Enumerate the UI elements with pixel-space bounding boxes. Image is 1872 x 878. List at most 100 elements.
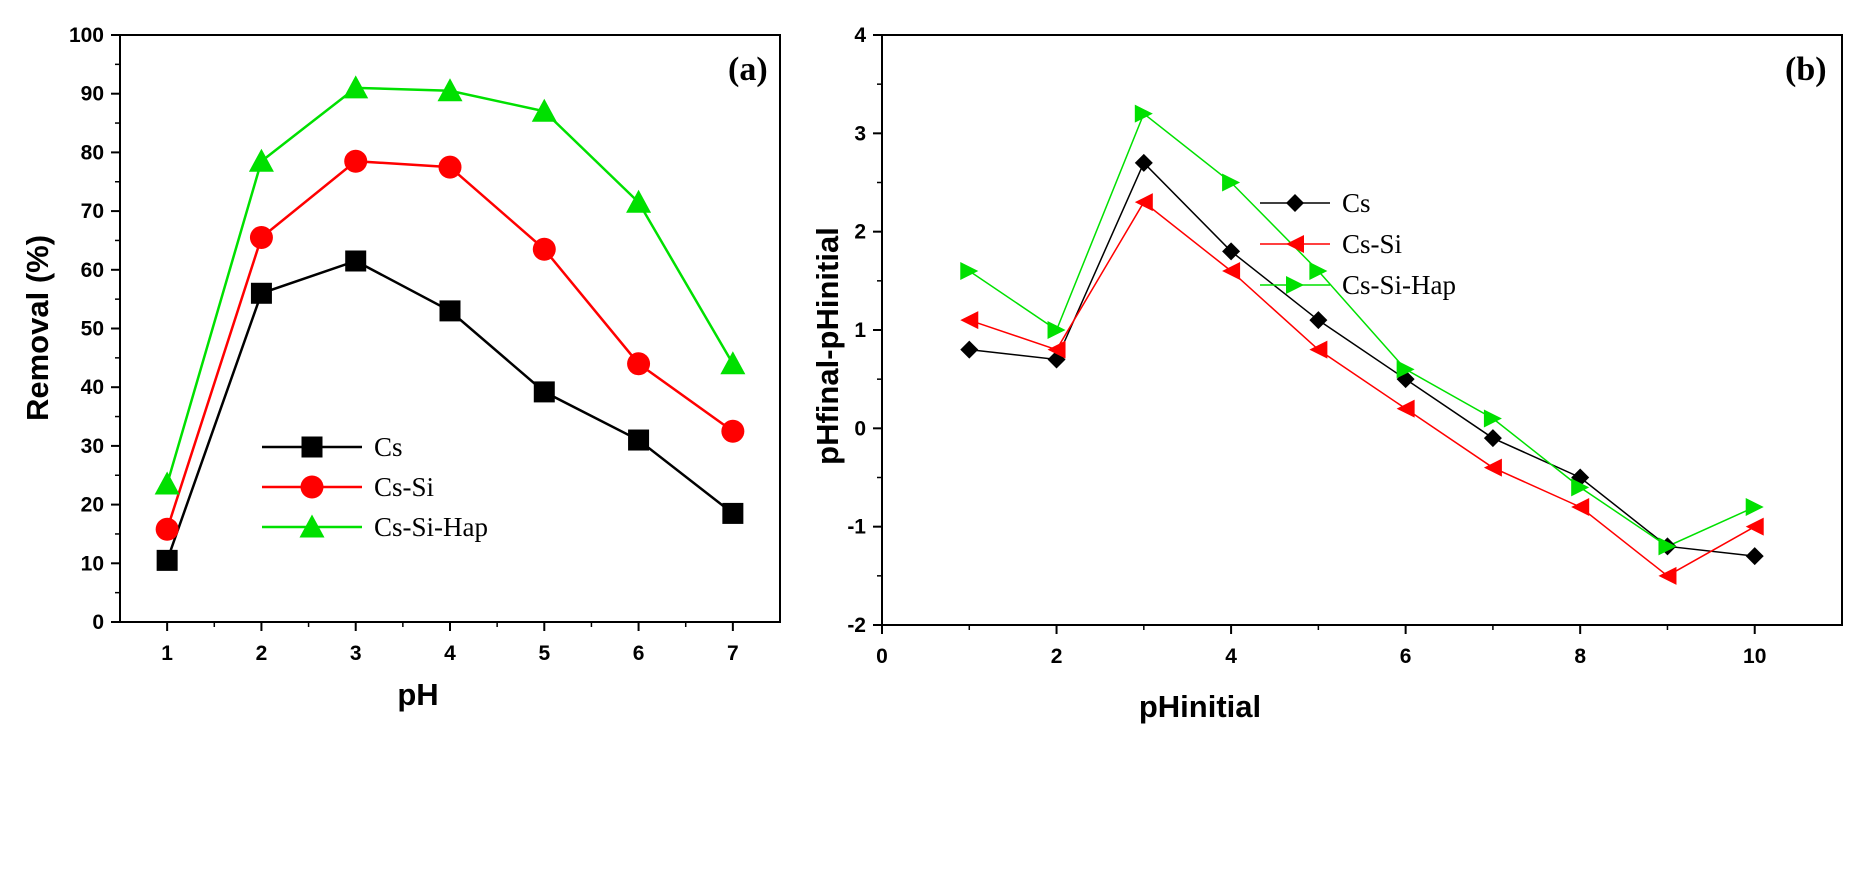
data-point-cs	[722, 502, 744, 524]
panel-a-label: (a)	[728, 51, 768, 88]
data-point-cs-si	[1134, 193, 1153, 212]
y-tick-label: 60	[81, 259, 104, 282]
data-point-cs-si-hap	[154, 471, 180, 495]
y-tick-label: -1	[847, 516, 866, 539]
panel-b-markers	[960, 104, 1764, 585]
data-point-cs-si-hap	[626, 189, 652, 213]
x-tick-label: 7	[727, 642, 739, 665]
x-tick-label: 1	[161, 642, 173, 665]
data-point-cs	[960, 340, 979, 359]
y-tick-label: 4	[854, 24, 866, 47]
data-point-cs-si-hap	[960, 262, 979, 280]
panel-a-markers	[154, 75, 746, 571]
legend-marker	[1286, 194, 1304, 212]
panel-b-series-lines	[968, 112, 1756, 577]
legend-marker	[300, 475, 324, 499]
legend-marker	[1286, 235, 1304, 253]
y-tick-label: 30	[81, 435, 104, 458]
data-point-cs-si	[627, 352, 651, 376]
data-point-cs	[628, 429, 650, 451]
data-point-cs-si-hap	[248, 148, 274, 172]
x-tick-label: 6	[1400, 645, 1412, 668]
y-tick-label: 100	[69, 24, 104, 47]
panel-b-ph-change: 0 2 4 6 8 10 -2 -1 0 1 2 3 4 Cs Cs-Si Cs-Si-Hap (b) pH…	[810, 24, 1843, 724]
y-tick-label: 0	[854, 417, 866, 440]
x-tick-label: 8	[1574, 645, 1586, 668]
data-point-cs-si-hap	[531, 98, 557, 122]
data-point-cs	[250, 282, 272, 304]
data-point-cs-si-hap	[1396, 360, 1415, 379]
data-point-cs-si-hap	[1658, 537, 1677, 556]
legend-marker	[1286, 276, 1304, 294]
legend-label: Cs-Si	[1342, 229, 1402, 259]
panel-b-label: (b)	[1785, 51, 1827, 88]
legend-label: Cs-Si	[374, 472, 434, 502]
data-point-cs-si-hap	[1309, 262, 1328, 280]
y-tick-label: 10	[81, 552, 104, 575]
y-tick-label: 50	[81, 318, 104, 341]
y-tick-label: 80	[81, 141, 104, 164]
data-point-cs-si	[1396, 399, 1415, 418]
series-line-cs-si	[969, 201, 1756, 577]
data-point-cs-si	[960, 311, 979, 330]
y-tick-label: 1	[854, 319, 866, 342]
data-point-cs-si-hap	[1571, 478, 1590, 497]
y-tick-label: 90	[81, 83, 104, 106]
x-tick-label: 10	[1743, 645, 1766, 668]
legend-marker	[301, 436, 323, 458]
data-point-cs	[156, 549, 178, 571]
panel-a-legend: Cs Cs-Si Cs-Si-Hap	[262, 432, 488, 542]
data-point-cs	[1745, 547, 1764, 566]
legend-label: Cs-Si-Hap	[1342, 270, 1456, 300]
panel-a-x-axis-title: pH	[397, 677, 438, 712]
data-point-cs-si-hap	[343, 75, 369, 99]
data-point-cs	[1222, 242, 1241, 261]
legend-label: Cs	[1342, 188, 1371, 218]
x-tick-label: 4	[444, 642, 456, 665]
panel-b-x-axis-title: pHinitial	[1139, 689, 1261, 724]
x-tick-label: 3	[350, 642, 362, 665]
data-point-cs	[1309, 311, 1328, 330]
data-point-cs-si-hap	[1222, 173, 1241, 192]
y-tick-label: 70	[81, 200, 104, 223]
data-point-cs-si-hap	[1745, 498, 1764, 516]
y-tick-label: 3	[854, 122, 866, 145]
data-point-cs	[345, 250, 367, 272]
data-point-cs-si	[1047, 340, 1066, 359]
legend-marker	[299, 514, 325, 538]
legend-label: Cs-Si-Hap	[374, 512, 488, 542]
x-tick-label: 4	[1225, 645, 1237, 668]
data-point-cs	[1483, 429, 1502, 448]
y-tick-label: 20	[81, 494, 104, 517]
data-point-cs	[439, 300, 461, 322]
panel-a-y-axis-title: Removal (%)	[20, 235, 55, 421]
data-point-cs-si	[1745, 517, 1764, 536]
panel-b-y-axis-title: pHfinal-pHinitial	[810, 227, 845, 465]
data-point-cs-si	[1571, 498, 1590, 516]
data-point-cs-si	[721, 419, 745, 443]
data-point-cs	[533, 381, 555, 403]
data-point-cs-si-hap	[720, 351, 746, 375]
data-point-cs-si-hap	[437, 78, 463, 102]
y-tick-label: 2	[854, 221, 866, 244]
series-line-cs	[969, 161, 1755, 557]
data-point-cs-si	[1483, 458, 1502, 477]
x-tick-label: 2	[256, 642, 268, 665]
data-point-cs-si-hap	[1134, 104, 1153, 123]
data-point-cs-si	[249, 226, 273, 250]
x-tick-label: 0	[876, 645, 888, 668]
y-tick-label: 40	[81, 376, 104, 399]
legend-label: Cs	[374, 432, 403, 462]
y-tick-label: -2	[847, 614, 866, 637]
data-point-cs-si	[155, 517, 179, 541]
data-point-cs-si	[438, 155, 462, 179]
panel-b-legend: Cs Cs-Si Cs-Si-Hap	[1260, 188, 1456, 300]
data-point-cs-si	[532, 237, 556, 261]
x-tick-label: 5	[538, 642, 550, 665]
plot-frame	[881, 34, 1843, 626]
y-tick-label: 0	[92, 611, 104, 634]
x-tick-label: 6	[633, 642, 645, 665]
data-point-cs-si-hap	[1483, 409, 1502, 428]
